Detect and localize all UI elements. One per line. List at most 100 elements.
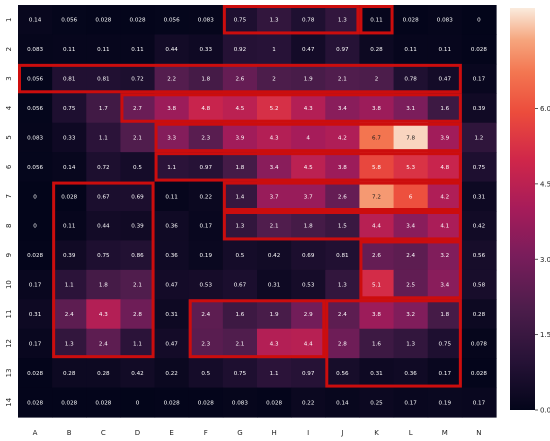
colorbar-tick-label: 0.0	[540, 407, 550, 415]
y-tick-label: 7	[5, 194, 13, 198]
heatmap-cell	[222, 240, 258, 271]
highlight-box	[18, 63, 462, 94]
cell-value-label: 1.1	[99, 135, 108, 141]
heatmap-cell	[257, 358, 292, 389]
heatmap-cell	[359, 299, 395, 330]
heatmap-cell	[291, 122, 326, 153]
heatmap-cell	[359, 211, 395, 242]
cell-value-label: 0.028	[403, 18, 419, 24]
cell-value-label: 0.58	[473, 283, 486, 289]
x-axis-tick-labels: A B C D E F G H I J K L M N	[33, 429, 482, 437]
heatmap-cell	[18, 93, 53, 124]
cell-value-label: 1.4	[235, 194, 244, 200]
cell-value-label: 0.056	[164, 18, 180, 24]
heatmap-cell	[222, 63, 258, 94]
heatmap-cell	[325, 387, 361, 418]
highlight-box	[222, 5, 360, 35]
colorbar-tick-label: 3.0	[540, 256, 550, 264]
cell-value-label: 0.083	[198, 18, 214, 24]
cell-value-label: 0.17	[29, 341, 42, 347]
heatmap-cell	[154, 328, 190, 359]
heatmap-cell	[393, 211, 429, 242]
x-tick-label: C	[101, 429, 106, 437]
heatmap-cell	[393, 299, 429, 330]
cell-value-label: 1.3	[338, 18, 347, 24]
heatmap-cell	[120, 299, 156, 330]
x-tick-label: A	[33, 429, 38, 437]
highlight-box	[154, 152, 462, 182]
heatmap-cell	[291, 63, 326, 94]
cell-value-label: 0.028	[129, 18, 145, 24]
cell-value-label: 0.53	[200, 283, 213, 289]
cell-value-label: 3.2	[406, 312, 415, 318]
cell-value-label: 0.75	[63, 106, 76, 112]
heatmap-cell	[461, 152, 497, 183]
heatmap-cell	[359, 328, 395, 359]
heatmap-cell	[222, 269, 258, 300]
heatmap-cell	[52, 122, 87, 153]
cell-value-label: 0.028	[61, 194, 77, 200]
heatmap-cell	[257, 5, 292, 36]
heatmap-cell	[188, 211, 224, 242]
heatmap-cell	[120, 34, 156, 65]
cell-value-label: 3.8	[167, 106, 176, 112]
heatmap-cell	[52, 152, 87, 183]
cell-value-label: 0.083	[27, 135, 43, 141]
heatmap-cell	[18, 122, 53, 153]
heatmap-cell	[461, 240, 497, 271]
heatmap-cell	[120, 93, 156, 124]
x-tick-label: J	[340, 429, 343, 437]
heatmap-cell	[393, 93, 429, 124]
cell-value-label: 0.028	[27, 253, 43, 259]
cell-value-label: 2.8	[133, 312, 142, 318]
heatmap-cell	[461, 387, 497, 418]
heatmap-cell	[86, 269, 122, 300]
cell-value-label: 1.3	[270, 18, 279, 24]
highlight-box	[154, 122, 462, 153]
heatmap-cell	[154, 5, 190, 36]
heatmap-cell	[18, 269, 53, 300]
cell-value-label: 0.81	[336, 253, 349, 259]
heatmap-cell	[461, 122, 497, 153]
heatmap-cell	[52, 387, 87, 418]
cell-value-label: 3.8	[372, 312, 381, 318]
y-tick-label: 6	[5, 164, 13, 169]
cell-value-label: 0.31	[473, 194, 486, 200]
cell-value-label: 2.1	[133, 135, 142, 141]
cell-value-label: 0.75	[439, 341, 452, 347]
y-tick-label: 12	[5, 339, 13, 348]
cell-value-label: 0.028	[266, 400, 282, 406]
cell-value-label: 4.5	[235, 106, 244, 112]
cell-value-label: 0.19	[200, 253, 213, 259]
cell-value-label: 0.36	[165, 224, 178, 230]
heatmap-cell	[427, 5, 463, 36]
heatmap-cell	[18, 387, 53, 418]
heatmap-cell	[427, 299, 463, 330]
heatmap-cell	[86, 152, 122, 183]
heatmap-cell	[222, 34, 258, 65]
cell-value-label: 0.28	[63, 371, 76, 377]
heatmap-cell	[393, 34, 429, 65]
cell-value-label: 2.2	[167, 77, 176, 83]
heatmap-cell	[154, 34, 190, 65]
cell-value-label: 1.2	[474, 135, 483, 141]
cell-value-label: 2.4	[406, 253, 415, 259]
cell-value-label: 0.028	[95, 18, 111, 24]
heatmap-cell	[188, 299, 224, 330]
cell-value-label: 3.1	[406, 106, 415, 112]
cell-value-label: 1.3	[406, 341, 415, 347]
heatmap-cell	[325, 93, 361, 124]
heatmap-cell	[222, 122, 258, 153]
heatmap-cell	[86, 122, 122, 153]
heatmap-cell	[359, 93, 395, 124]
cell-value-label: 3.4	[406, 224, 415, 230]
heatmap-cell	[325, 181, 361, 212]
heatmap-cell	[427, 122, 463, 153]
cell-value-label: 0.22	[302, 400, 314, 406]
cell-value-label: 0.67	[234, 283, 247, 289]
heatmap-cell	[120, 240, 156, 271]
cell-value-label: 0.056	[27, 106, 43, 112]
cell-value-label: 4.3	[270, 135, 279, 141]
cell-value-label: 0.17	[200, 224, 213, 230]
